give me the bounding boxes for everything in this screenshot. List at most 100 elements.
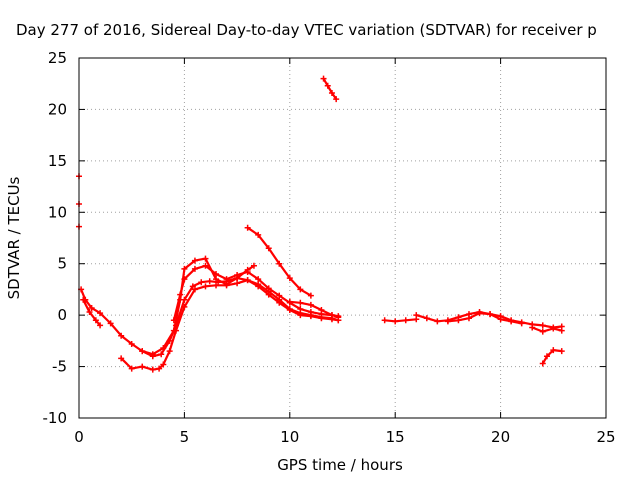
- data-point: [213, 276, 220, 283]
- data-point: [92, 317, 99, 324]
- data-point: [244, 268, 251, 275]
- data-point: [223, 281, 230, 288]
- data-track: [539, 347, 565, 367]
- data-point: [335, 313, 342, 320]
- data-point: [543, 353, 550, 360]
- data-point: [539, 360, 546, 367]
- data-point: [213, 282, 220, 289]
- data-point: [149, 351, 156, 358]
- x-tick-label: 10: [280, 428, 299, 446]
- data-track: [78, 275, 342, 360]
- data-point: [160, 361, 167, 368]
- data-point: [328, 312, 335, 319]
- data-point: [166, 348, 173, 355]
- x-tick-label: 5: [180, 428, 190, 446]
- data-point: [550, 325, 557, 332]
- data-point: [444, 318, 451, 325]
- data-point: [97, 322, 104, 329]
- data-point: [286, 305, 293, 312]
- data-point: [191, 265, 198, 272]
- data-point: [265, 245, 272, 252]
- data-point: [234, 272, 241, 279]
- data-track-line: [383, 318, 418, 323]
- y-tick-label: -5: [52, 358, 67, 376]
- data-point: [297, 286, 304, 293]
- data-point: [318, 307, 325, 313]
- data-point: [181, 276, 188, 283]
- data-point: [255, 281, 262, 288]
- data-point: [234, 280, 241, 287]
- data-point: [139, 348, 146, 355]
- data-point: [518, 320, 525, 327]
- x-tick-label: 0: [74, 428, 84, 446]
- data-track-line: [82, 298, 102, 327]
- data-point: [276, 260, 283, 267]
- plot-frame: [78, 57, 607, 419]
- y-axis-label: SDTVAR / TECUs: [5, 176, 23, 299]
- data-point: [191, 257, 198, 264]
- data-point: [80, 296, 87, 303]
- data-point: [206, 278, 213, 285]
- data-point: [170, 317, 177, 324]
- data-point: [328, 89, 335, 96]
- data-point: [413, 312, 420, 319]
- data-point: [181, 303, 188, 310]
- data-point: [558, 348, 565, 355]
- axis-ticks: 0 5 10 15 20 25 -10 -5 0 5 10 15 20 25: [43, 49, 616, 446]
- data-point: [255, 276, 262, 283]
- data-point: [333, 96, 340, 103]
- data-point: [118, 332, 125, 339]
- y-tick-label: 0: [57, 306, 67, 324]
- data-point: [265, 285, 272, 292]
- y-tick-label: 10: [48, 203, 67, 221]
- data-point: [177, 291, 184, 298]
- data-track: [80, 296, 104, 329]
- data-track: [320, 75, 340, 103]
- data-point: [550, 347, 557, 354]
- data-track-line: [531, 326, 563, 333]
- data-point: [202, 255, 209, 262]
- data-point: [156, 365, 163, 372]
- data-track-line: [322, 77, 338, 101]
- data-point: [381, 317, 388, 324]
- data-point: [128, 340, 135, 347]
- data-point: [149, 366, 156, 373]
- data-point: [508, 318, 515, 325]
- x-tick-label: 20: [491, 428, 510, 446]
- data-point: [97, 310, 104, 317]
- data-track: [286, 298, 342, 320]
- data-track: [244, 224, 314, 299]
- data-point: [202, 283, 209, 290]
- y-tick-label: -10: [43, 409, 68, 427]
- data-point: [558, 327, 565, 334]
- y-tick-label: 20: [48, 100, 67, 118]
- y-tick-label: 25: [48, 49, 67, 67]
- data-point: [160, 345, 167, 352]
- data-track: [529, 324, 565, 335]
- data-point: [497, 316, 504, 323]
- data-track: [444, 310, 525, 327]
- data-track-line: [541, 349, 563, 365]
- data-point: [213, 271, 220, 277]
- data-point: [476, 310, 483, 317]
- data-track: [170, 262, 342, 324]
- data-point: [86, 309, 93, 316]
- data-point: [392, 318, 399, 325]
- data-point: [320, 75, 327, 82]
- chart-title: Day 277 of 2016, Sidereal Day-to-day VTE…: [16, 21, 597, 39]
- data-point: [286, 298, 293, 305]
- data-point: [250, 262, 257, 269]
- data-series: [76, 75, 565, 373]
- data-point: [198, 279, 205, 286]
- data-point: [202, 262, 209, 269]
- data-point: [223, 276, 230, 283]
- data-point: [128, 365, 135, 372]
- data-point: [539, 322, 546, 329]
- data-point: [434, 318, 441, 325]
- data-track: [413, 309, 565, 331]
- data-point: [88, 304, 95, 311]
- data-track: [381, 316, 420, 325]
- data-point: [307, 292, 314, 299]
- data-point: [191, 286, 198, 293]
